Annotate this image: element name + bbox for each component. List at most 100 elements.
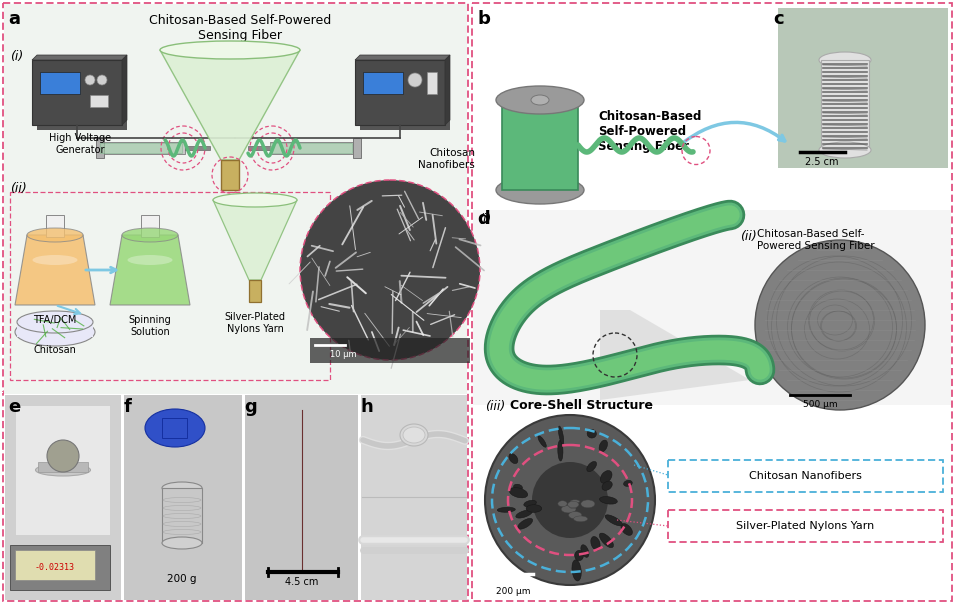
- Ellipse shape: [496, 176, 584, 204]
- Text: f: f: [124, 398, 132, 416]
- Bar: [141, 215, 159, 237]
- Ellipse shape: [15, 318, 95, 346]
- Bar: [361, 395, 467, 600]
- Circle shape: [755, 240, 925, 410]
- Text: (ii): (ii): [10, 182, 27, 195]
- Text: Chitosan-Based Self-
Powered Sensing Fiber: Chitosan-Based Self- Powered Sensing Fib…: [757, 229, 875, 251]
- Ellipse shape: [819, 142, 871, 158]
- Ellipse shape: [600, 533, 613, 548]
- Bar: [90, 95, 108, 107]
- Ellipse shape: [558, 440, 562, 461]
- Text: d: d: [477, 210, 490, 228]
- Bar: [668, 510, 943, 542]
- Polygon shape: [160, 50, 300, 160]
- Polygon shape: [355, 55, 450, 60]
- Bar: [363, 72, 403, 94]
- Ellipse shape: [498, 507, 516, 512]
- Ellipse shape: [145, 409, 205, 447]
- Bar: [15, 550, 95, 580]
- Text: High Voltage
Generator: High Voltage Generator: [49, 133, 111, 155]
- Ellipse shape: [558, 501, 567, 507]
- Text: Chitosan Nanofibers: Chitosan Nanofibers: [749, 471, 861, 481]
- Ellipse shape: [32, 255, 77, 265]
- Ellipse shape: [27, 228, 83, 242]
- Text: Silver-Plated
Nylons Yarn: Silver-Plated Nylons Yarn: [224, 312, 286, 333]
- Text: 500 μm: 500 μm: [803, 400, 838, 409]
- Bar: [100, 143, 182, 153]
- Bar: [502, 100, 578, 190]
- Text: 4.5 cm: 4.5 cm: [286, 577, 319, 587]
- Ellipse shape: [568, 512, 582, 519]
- Polygon shape: [15, 235, 95, 305]
- Polygon shape: [32, 55, 127, 60]
- Bar: [221, 160, 239, 190]
- Bar: [46, 215, 64, 237]
- Ellipse shape: [559, 426, 563, 445]
- Text: 200 g: 200 g: [167, 574, 197, 584]
- Bar: [185, 146, 210, 150]
- Bar: [668, 460, 943, 492]
- Polygon shape: [213, 200, 297, 280]
- Bar: [249, 280, 261, 302]
- Text: Core-Shell Structure: Core-Shell Structure: [510, 399, 653, 412]
- Ellipse shape: [162, 482, 202, 494]
- Ellipse shape: [572, 560, 582, 581]
- Ellipse shape: [160, 41, 300, 59]
- Text: g: g: [244, 398, 257, 416]
- Text: (i): (i): [478, 213, 491, 226]
- Bar: [472, 3, 952, 601]
- Ellipse shape: [591, 536, 600, 550]
- Ellipse shape: [128, 255, 173, 265]
- Circle shape: [97, 75, 107, 85]
- Bar: [3, 393, 468, 601]
- Ellipse shape: [567, 501, 579, 508]
- Circle shape: [47, 440, 79, 472]
- Ellipse shape: [601, 471, 612, 483]
- Bar: [10, 192, 330, 380]
- Circle shape: [485, 415, 655, 585]
- Text: b: b: [477, 10, 490, 28]
- Polygon shape: [110, 235, 190, 305]
- Text: Chitosan: Chitosan: [33, 345, 76, 355]
- Ellipse shape: [213, 193, 297, 207]
- Ellipse shape: [531, 95, 549, 105]
- Bar: [124, 395, 242, 600]
- Bar: [427, 72, 437, 94]
- Ellipse shape: [568, 501, 578, 509]
- Ellipse shape: [35, 464, 91, 476]
- Text: h: h: [360, 398, 372, 416]
- Bar: [38, 462, 88, 472]
- Bar: [473, 210, 951, 405]
- Bar: [162, 418, 187, 438]
- Ellipse shape: [403, 427, 425, 443]
- Ellipse shape: [600, 496, 617, 504]
- Ellipse shape: [562, 506, 576, 513]
- Ellipse shape: [574, 516, 587, 522]
- Ellipse shape: [162, 537, 202, 549]
- Ellipse shape: [575, 550, 584, 561]
- Bar: [778, 8, 948, 168]
- Bar: [40, 72, 80, 94]
- Ellipse shape: [581, 500, 595, 508]
- Bar: [37, 65, 127, 130]
- Bar: [310, 338, 470, 363]
- Text: TFA/DCM: TFA/DCM: [33, 315, 76, 325]
- Ellipse shape: [509, 454, 518, 463]
- Text: (i): (i): [10, 50, 23, 63]
- Text: Chitosan-Based Self-Powered
Sensing Fiber: Chitosan-Based Self-Powered Sensing Fibe…: [149, 14, 331, 42]
- Bar: [10, 545, 110, 590]
- Circle shape: [85, 75, 95, 85]
- Text: a: a: [8, 10, 20, 28]
- Text: (ii): (ii): [740, 230, 756, 243]
- Ellipse shape: [602, 481, 612, 490]
- Text: 2.5 cm: 2.5 cm: [805, 157, 838, 167]
- Circle shape: [300, 180, 480, 360]
- Bar: [360, 65, 450, 130]
- Ellipse shape: [400, 424, 428, 446]
- Bar: [355, 60, 445, 125]
- Circle shape: [532, 462, 608, 538]
- Ellipse shape: [509, 487, 528, 498]
- Bar: [4, 4, 467, 394]
- Ellipse shape: [526, 505, 541, 512]
- Bar: [32, 60, 122, 125]
